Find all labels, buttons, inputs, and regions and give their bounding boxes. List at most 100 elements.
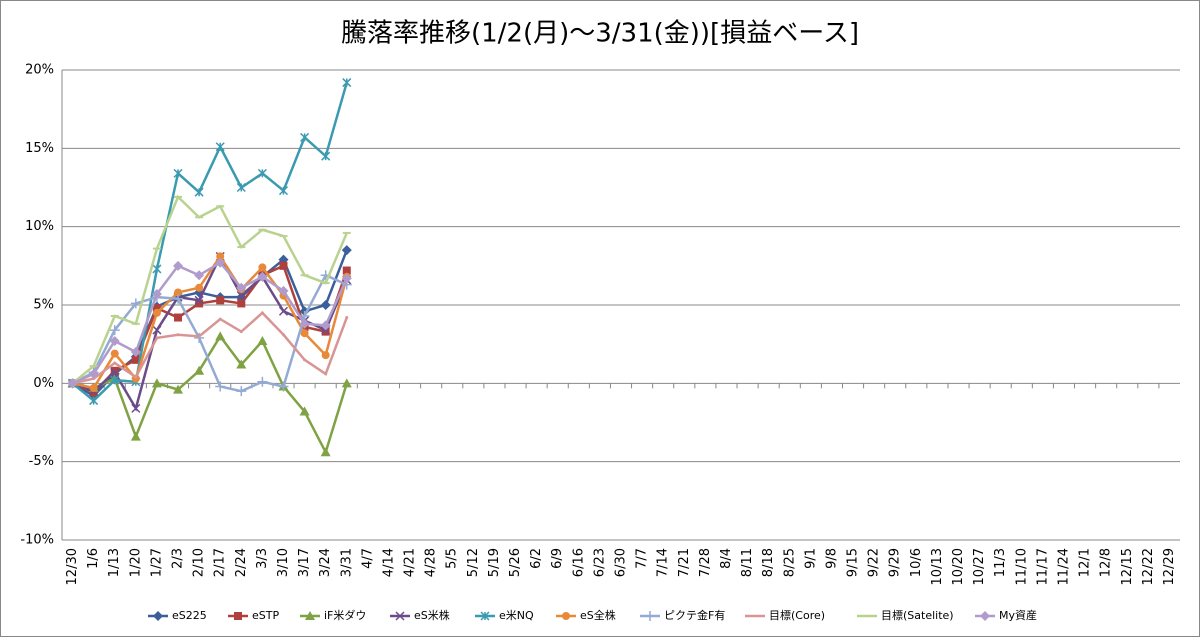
marker <box>321 351 330 360</box>
marker <box>320 320 331 331</box>
marker <box>215 142 225 152</box>
x-tick-label: 4/7 <box>360 548 375 569</box>
legend-item: eSTP <box>228 609 279 622</box>
marker <box>109 336 120 347</box>
legend-item: e米NQ <box>475 609 534 622</box>
marker <box>320 300 331 310</box>
marker <box>299 318 310 329</box>
marker <box>257 271 268 282</box>
x-tick-label: 5/12 <box>466 548 481 577</box>
marker <box>645 611 655 621</box>
x-tick-label: 6/2 <box>529 548 544 569</box>
point <box>239 330 243 334</box>
marker <box>67 378 78 389</box>
marker <box>980 611 990 621</box>
marker <box>194 187 204 197</box>
marker <box>257 168 267 178</box>
series-line <box>72 261 348 385</box>
marker <box>195 283 204 292</box>
series-line <box>72 311 348 385</box>
x-tick-label: 4/28 <box>424 548 439 577</box>
x-tick-label: 2/3 <box>171 548 186 569</box>
marker <box>131 403 141 413</box>
marker <box>341 378 352 388</box>
marker <box>236 359 247 369</box>
legend-label: 目標(Core) <box>769 608 825 622</box>
x-tick-label: 9/15 <box>846 548 861 577</box>
marker <box>89 396 99 406</box>
marker <box>216 252 225 261</box>
legend-item: eS225 <box>148 609 207 622</box>
y-tick-label: -5% <box>29 454 54 469</box>
x-tick-label: 12/30 <box>65 548 80 585</box>
marker <box>194 332 205 343</box>
marker <box>321 151 331 161</box>
x-tick-label: 8/11 <box>740 548 755 577</box>
point <box>218 317 222 321</box>
marker <box>216 296 225 305</box>
point <box>155 336 159 340</box>
marker <box>258 263 267 272</box>
legend-label: eS225 <box>172 609 207 622</box>
marker <box>194 365 205 375</box>
x-tick-label: 10/20 <box>951 548 966 585</box>
x-tick-label: 3/17 <box>297 548 312 577</box>
x-tick-label: 6/16 <box>571 548 586 577</box>
marker <box>342 78 352 88</box>
x-tick-label: 10/13 <box>930 548 945 585</box>
marker <box>562 612 570 620</box>
legend-item: eS米株 <box>390 608 450 622</box>
x-tick-label: 9/1 <box>803 548 818 569</box>
marker <box>341 245 352 256</box>
x-tick-label: 3/31 <box>339 548 354 577</box>
point <box>197 334 201 338</box>
marker <box>278 306 289 316</box>
series-line <box>71 273 348 393</box>
marker <box>151 378 162 388</box>
marker <box>278 186 289 196</box>
legend-label: My資産 <box>999 609 1037 622</box>
legend-label: e米NQ <box>499 609 534 622</box>
marker <box>299 406 310 416</box>
marker <box>480 611 490 621</box>
marker <box>215 257 226 268</box>
x-tick-label: 6/23 <box>592 548 607 577</box>
marker <box>236 182 246 193</box>
x-tick-label: 6/30 <box>614 548 629 577</box>
x-tick-label: 7/7 <box>635 548 650 569</box>
marker <box>237 299 246 308</box>
point <box>260 311 264 315</box>
marker <box>257 336 268 346</box>
legend-item: 目標(Core) <box>745 608 825 622</box>
x-tick-label: 11/3 <box>993 548 1008 577</box>
marker <box>109 325 120 336</box>
point <box>281 333 285 337</box>
marker <box>152 308 161 317</box>
x-tick-label: 1/20 <box>128 548 143 577</box>
marker <box>88 368 99 379</box>
x-tick-label: 9/29 <box>888 548 903 577</box>
x-tick-label: 1/13 <box>107 548 122 577</box>
marker <box>278 285 289 296</box>
series-line <box>71 82 348 403</box>
legend-item: ピクテ金F有 <box>640 608 725 622</box>
marker <box>342 266 351 275</box>
x-tick-label: 12/8 <box>1099 548 1114 577</box>
x-tick-label: 5/5 <box>445 548 460 569</box>
legend-label: 目標(Satelite) <box>881 608 954 622</box>
point <box>303 358 307 362</box>
x-tick-label: 8/18 <box>761 548 776 577</box>
marker <box>173 260 184 271</box>
x-tick-label: 3/10 <box>276 548 291 577</box>
marker <box>173 384 184 394</box>
x-tick-label: 3/24 <box>318 548 333 577</box>
marker <box>257 376 268 387</box>
marker <box>173 168 183 178</box>
marker <box>152 264 162 274</box>
marker <box>234 612 242 620</box>
legend-label: eSTP <box>252 609 279 622</box>
marker <box>89 388 98 397</box>
marker <box>174 288 183 297</box>
x-tick-label: 10/27 <box>972 548 987 585</box>
